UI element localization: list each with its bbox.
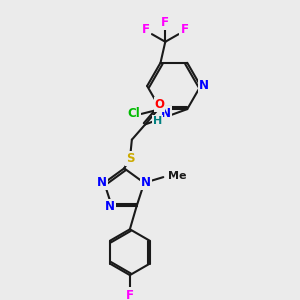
Text: N: N [105, 200, 115, 213]
Text: N: N [199, 80, 208, 92]
Text: F: F [142, 23, 150, 36]
Text: F: F [180, 23, 188, 36]
Text: H: H [153, 116, 162, 126]
Text: Cl: Cl [128, 107, 140, 120]
Text: O: O [154, 98, 165, 111]
Text: N: N [141, 176, 151, 189]
Text: F: F [126, 289, 134, 300]
Text: S: S [126, 152, 134, 165]
Text: Me: Me [168, 171, 187, 181]
Text: N: N [97, 176, 107, 189]
Text: N: N [161, 107, 171, 120]
Text: F: F [161, 16, 169, 29]
